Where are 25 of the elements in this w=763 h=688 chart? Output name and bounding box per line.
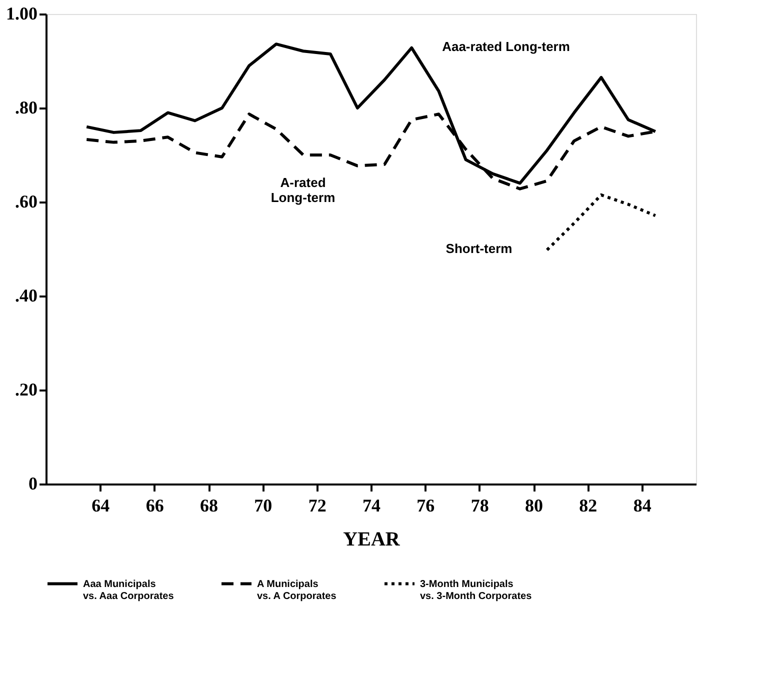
legend-label: 3-Month Municipals vs. 3-Month Corporates [420, 578, 532, 602]
annotation: A-rated Long-term [270, 175, 336, 205]
x-tick-label: 84 [633, 496, 652, 516]
x-tick-label: 68 [200, 496, 218, 516]
y-tick-label: .60 [15, 192, 38, 212]
x-axis-title: YEAR [343, 528, 400, 550]
x-tick-label: 70 [254, 496, 272, 516]
x-tick-label: 78 [470, 496, 489, 516]
x-tick-label: 82 [579, 496, 598, 516]
y-tick-label: .20 [15, 380, 38, 400]
y-tick-label: .40 [15, 286, 38, 306]
annotation: Aaa-rated Long-term [442, 39, 570, 54]
x-tick-label: 66 [146, 496, 164, 516]
y-tick-label: 0 [28, 474, 38, 494]
x-tick-label: 80 [525, 496, 543, 516]
x-tick-label: 72 [308, 496, 326, 516]
x-tick-label: 74 [362, 496, 380, 516]
y-tick-label: 1.00 [6, 4, 38, 24]
legend-label: Aaa Municipals vs. Aaa Corporates [83, 578, 174, 602]
x-tick-label: 76 [416, 496, 435, 516]
annotation: Short-term [446, 241, 512, 256]
x-tick-label: 64 [92, 496, 110, 516]
y-tick-label: .80 [15, 98, 38, 118]
legend-label: A Municipals vs. A Corporates [257, 578, 337, 602]
line-series [546, 193, 657, 252]
